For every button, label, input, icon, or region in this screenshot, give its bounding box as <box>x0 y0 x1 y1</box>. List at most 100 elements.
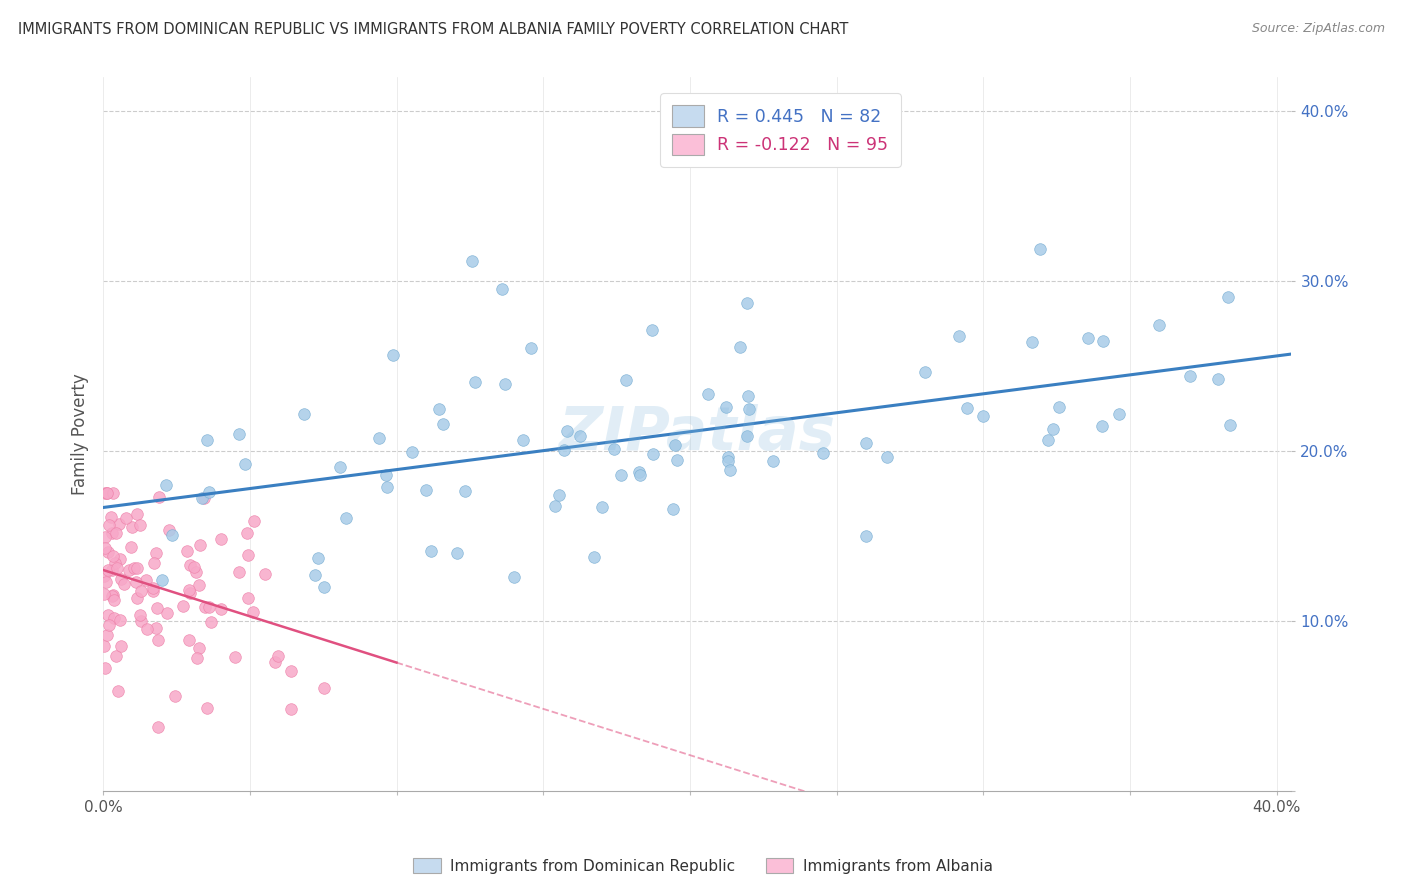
Point <box>1091 419 1114 434</box>
Point <box>143 556 166 570</box>
Point <box>179 586 201 600</box>
Point <box>224 650 246 665</box>
Point <box>101 525 124 540</box>
Point <box>93 639 115 653</box>
Point <box>855 529 877 543</box>
Point <box>94 530 117 544</box>
Point <box>307 550 329 565</box>
Point <box>107 517 129 532</box>
Point <box>1178 368 1201 383</box>
Point <box>128 517 150 532</box>
Point <box>1219 418 1241 433</box>
Point <box>717 450 740 465</box>
Point <box>717 453 740 467</box>
Point <box>335 511 357 525</box>
Point <box>641 323 664 337</box>
Point <box>93 586 115 600</box>
Point <box>735 429 758 443</box>
Point <box>145 621 167 635</box>
Point <box>1149 318 1171 332</box>
Point <box>972 409 994 423</box>
Point <box>491 282 513 296</box>
Point <box>145 601 167 615</box>
Point <box>602 442 624 457</box>
Y-axis label: Family Poverty: Family Poverty <box>72 373 89 495</box>
Point <box>263 655 285 669</box>
Point <box>100 564 122 578</box>
Point <box>292 407 315 421</box>
Point <box>165 690 187 704</box>
Point <box>122 561 145 575</box>
Point <box>280 664 302 678</box>
Point <box>1036 434 1059 448</box>
Point <box>145 546 167 560</box>
Point <box>97 563 120 577</box>
Point <box>312 581 335 595</box>
Point <box>233 457 256 471</box>
Point <box>93 569 115 583</box>
Point <box>454 483 477 498</box>
Point <box>914 366 936 380</box>
Point <box>304 568 326 582</box>
Point <box>737 402 759 417</box>
Point <box>155 477 177 491</box>
Point <box>172 599 194 614</box>
Point <box>1049 400 1071 414</box>
Point <box>520 341 543 355</box>
Point <box>94 541 117 556</box>
Point <box>107 683 129 698</box>
Point <box>198 599 221 614</box>
Point <box>1108 408 1130 422</box>
Point <box>96 486 118 500</box>
Point <box>616 373 638 387</box>
Point <box>97 608 120 623</box>
Point <box>446 546 468 560</box>
Point <box>591 500 613 514</box>
Point <box>129 584 152 599</box>
Point <box>96 628 118 642</box>
Point <box>401 444 423 458</box>
Point <box>108 614 131 628</box>
Point <box>375 480 398 494</box>
Point <box>191 491 214 505</box>
Point <box>464 375 486 389</box>
Point <box>152 573 174 587</box>
Point <box>1077 331 1099 345</box>
Point <box>128 607 150 622</box>
Point <box>737 389 759 403</box>
Point <box>228 565 250 579</box>
Point <box>131 614 153 628</box>
Point <box>177 582 200 597</box>
Point <box>696 386 718 401</box>
Point <box>176 544 198 558</box>
Point <box>112 577 135 591</box>
Point <box>200 615 222 629</box>
Point <box>432 417 454 431</box>
Point <box>110 551 132 566</box>
Point <box>125 575 148 590</box>
Point <box>103 592 125 607</box>
Point <box>242 605 264 619</box>
Point <box>553 443 575 458</box>
Point <box>97 545 120 559</box>
Point <box>280 702 302 716</box>
Point <box>382 348 405 362</box>
Point <box>236 591 259 605</box>
Point <box>876 450 898 465</box>
Point <box>195 433 218 447</box>
Point <box>125 561 148 575</box>
Point <box>135 573 157 587</box>
Point <box>209 533 232 547</box>
Point <box>157 523 180 537</box>
Point <box>569 429 592 443</box>
Point <box>547 487 569 501</box>
Point <box>718 463 741 477</box>
Point <box>198 484 221 499</box>
Point <box>183 560 205 574</box>
Point <box>104 648 127 663</box>
Point <box>238 548 260 562</box>
Point <box>665 452 688 467</box>
Legend: R = 0.445   N = 82, R = -0.122   N = 95: R = 0.445 N = 82, R = -0.122 N = 95 <box>661 94 901 167</box>
Point <box>193 491 215 506</box>
Point <box>948 329 970 343</box>
